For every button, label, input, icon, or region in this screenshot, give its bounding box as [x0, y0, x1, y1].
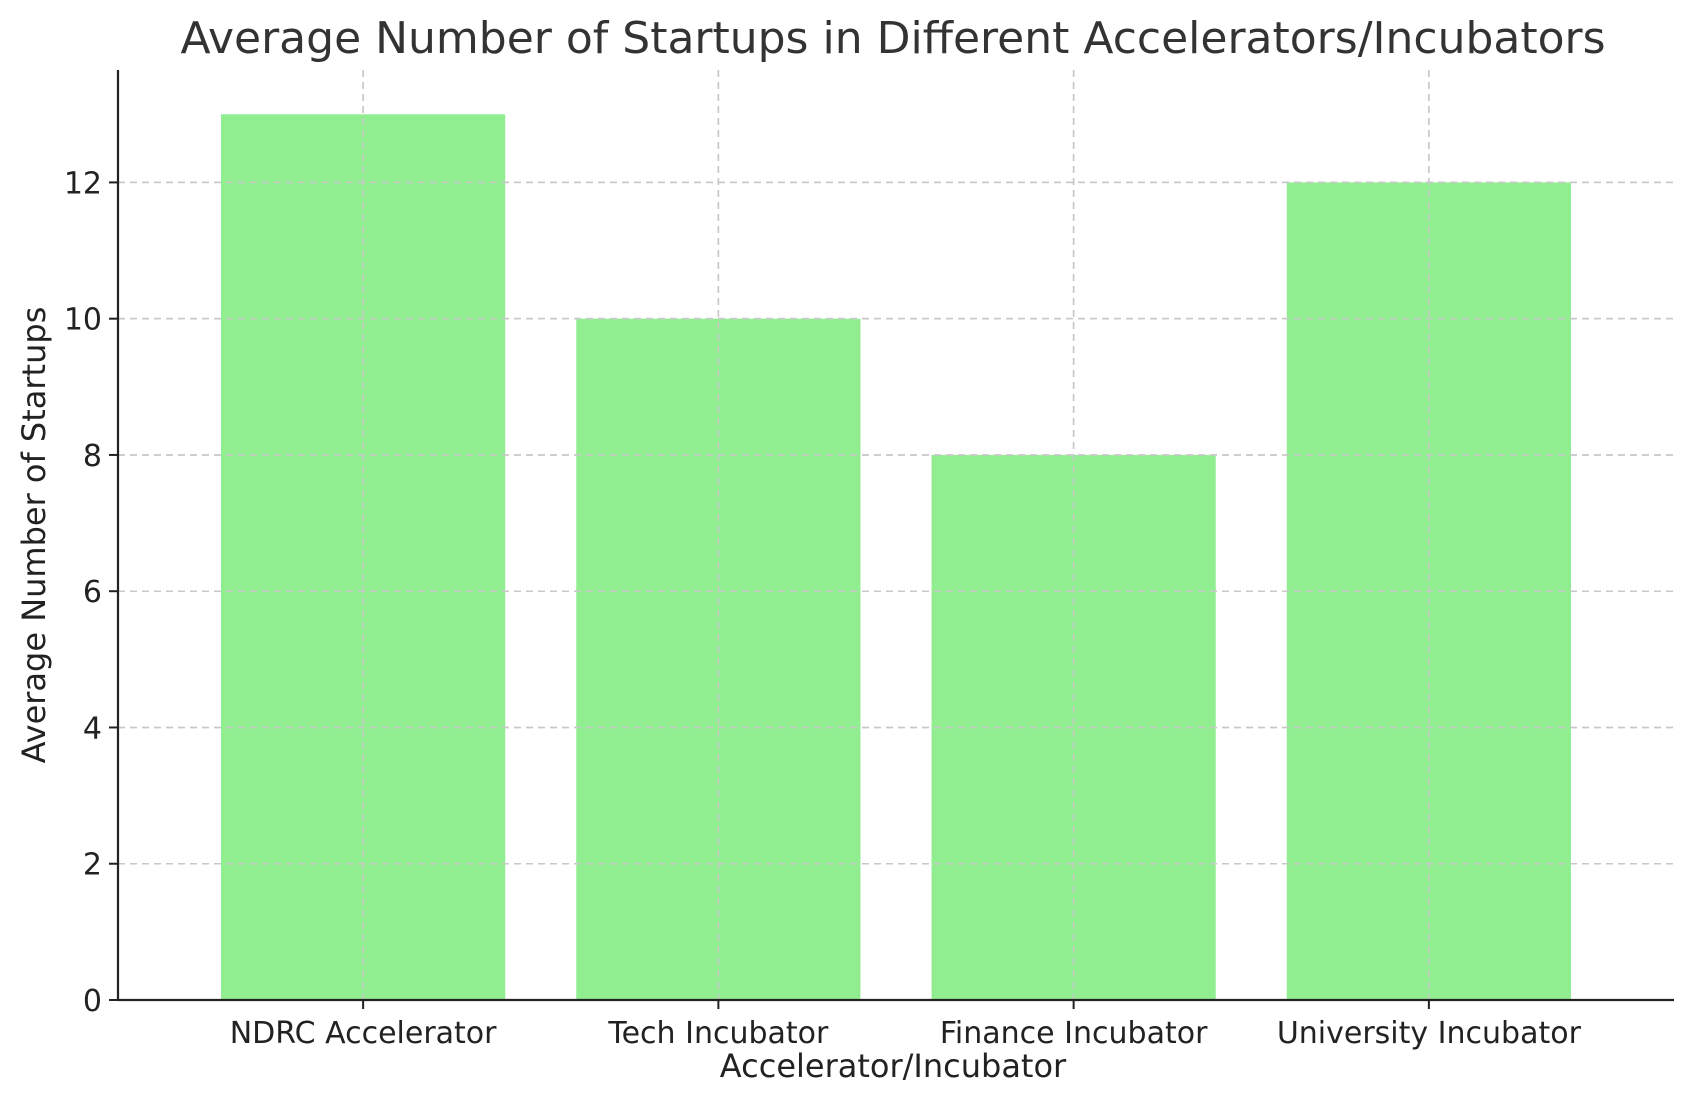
x-axis: NDRC Accelerator Tech Incubator Finance In…	[118, 998, 1674, 1051]
y-tick-label: 10	[64, 303, 102, 338]
bars	[221, 114, 1571, 1001]
y-tick-label: 8	[83, 439, 102, 474]
x-tick-label: University Incubator	[1277, 1016, 1582, 1051]
x-axis-label: Accelerator/Incubator	[720, 1047, 1067, 1085]
y-axis-label: Average Number of Startups	[15, 307, 53, 764]
x-tick-label: Finance Incubator	[940, 1016, 1208, 1051]
chart-title: Average Number of Startups in Different …	[180, 13, 1605, 64]
y-tick-label: 0	[83, 984, 102, 1019]
y-tick-label: 4	[83, 711, 102, 746]
y-tick-label: 2	[83, 848, 102, 883]
y-axis: 0 2 4 6 8 10 12	[64, 70, 120, 1019]
x-tick-label: Tech Incubator	[607, 1016, 829, 1051]
x-tick-label: NDRC Accelerator	[230, 1016, 497, 1051]
y-tick-label: 6	[83, 575, 102, 610]
y-tick-label: 12	[64, 166, 102, 201]
